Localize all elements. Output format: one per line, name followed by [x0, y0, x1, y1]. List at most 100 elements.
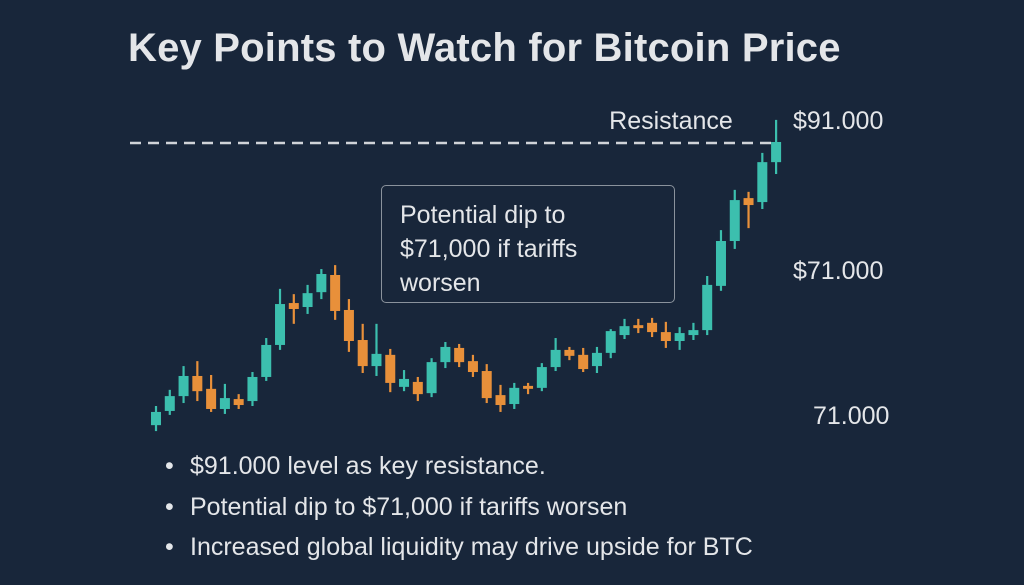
- candle-body: [550, 349, 561, 368]
- candle-body: [385, 354, 396, 383]
- candle-body: [440, 346, 451, 363]
- candle-body: [715, 241, 726, 286]
- candle-up: [536, 363, 547, 392]
- candle-up: [688, 322, 699, 341]
- candle-up: [757, 152, 768, 209]
- candle-down: [633, 318, 644, 334]
- candle-body: [275, 304, 286, 345]
- candle-up: [316, 269, 327, 300]
- candle-up: [605, 329, 616, 359]
- candle-down: [660, 321, 671, 348]
- resistance-label: Resistance: [609, 107, 733, 135]
- candle-down: [467, 354, 478, 377]
- candle-body: [206, 388, 217, 409]
- candle-up: [440, 341, 451, 369]
- candle-down: [288, 294, 299, 324]
- candle-body: [771, 142, 782, 163]
- candle-body: [288, 303, 299, 309]
- candle-body: [151, 411, 161, 426]
- candle-body: [523, 385, 534, 389]
- candle-down: [206, 374, 217, 412]
- candle-body: [688, 330, 699, 336]
- candle-body: [729, 200, 740, 242]
- candle-up: [771, 119, 782, 175]
- candle-body: [343, 309, 354, 341]
- candle-body: [426, 362, 437, 394]
- candle-up: [399, 370, 410, 392]
- candle-body: [316, 274, 327, 293]
- candle-body: [481, 371, 492, 399]
- candle-body: [330, 275, 341, 311]
- candle-up: [729, 189, 740, 249]
- candle-body: [399, 378, 410, 387]
- candle-body: [302, 293, 313, 308]
- candle-up: [219, 383, 230, 414]
- candle-body: [633, 325, 644, 329]
- candle-down: [330, 265, 341, 320]
- candle-body: [591, 352, 602, 367]
- candle-up: [591, 346, 602, 374]
- candle-body: [495, 395, 506, 406]
- candle-body: [164, 396, 175, 411]
- candle-body: [454, 347, 465, 363]
- candle-body: [578, 354, 589, 370]
- candle-up: [509, 382, 520, 409]
- candle-down: [495, 384, 506, 412]
- candle-body: [564, 349, 575, 356]
- candle-body: [219, 398, 230, 409]
- candle-down: [578, 347, 589, 373]
- candle-down: [647, 317, 658, 338]
- candle-down: [523, 382, 534, 395]
- candle-up: [550, 338, 561, 372]
- candle-body: [743, 198, 754, 206]
- candle-up: [674, 327, 685, 350]
- candle-up: [619, 318, 630, 340]
- chart-title: Key Points to Watch for Bitcoin Price: [128, 26, 841, 70]
- candle-body: [178, 375, 189, 397]
- y-tick-label: $91.000: [793, 107, 883, 135]
- candle-body: [412, 381, 423, 395]
- candle-down: [233, 394, 244, 409]
- candle-body: [536, 367, 547, 388]
- candle-down: [481, 364, 492, 404]
- candle-up: [715, 230, 726, 291]
- bullet-item: Increased global liquidity may drive ups…: [165, 527, 753, 568]
- candle-body: [509, 387, 520, 405]
- candle-down: [454, 343, 465, 368]
- candle-down: [343, 299, 354, 352]
- candle-up: [164, 389, 175, 415]
- candle-up: [702, 275, 713, 336]
- candle-down: [192, 361, 203, 402]
- candle-body: [757, 162, 768, 203]
- candle-down: [743, 191, 754, 229]
- candle-up: [247, 372, 258, 407]
- bullet-list: $91.000 level as key resistance. Potenti…: [165, 446, 753, 568]
- y-tick-label: $71.000: [793, 257, 883, 285]
- candle-up: [371, 323, 382, 376]
- candle-body: [233, 399, 244, 406]
- candle-body: [660, 332, 671, 341]
- candle-body: [605, 331, 616, 353]
- candle-body: [619, 326, 630, 336]
- candle-up: [178, 366, 189, 404]
- candle-body: [357, 340, 368, 367]
- candle-body: [702, 284, 713, 331]
- candle-body: [261, 344, 272, 377]
- candle-up: [261, 338, 272, 381]
- candle-body: [647, 322, 658, 333]
- candle-body: [467, 361, 478, 373]
- candle-body: [674, 333, 685, 341]
- candle-body: [371, 353, 382, 367]
- y-tick-label: 71.000: [813, 402, 889, 430]
- candle-body: [247, 376, 258, 402]
- candle-up: [151, 406, 161, 432]
- candle-body: [192, 375, 203, 392]
- bullet-item: Potential dip to $71,000 if tariffs wors…: [165, 487, 753, 528]
- candle-down: [564, 346, 575, 361]
- candle-up: [426, 358, 437, 398]
- bullet-item: $91.000 level as key resistance.: [165, 446, 753, 487]
- candle-down: [385, 348, 396, 393]
- candle-up: [302, 284, 313, 314]
- candle-down: [357, 323, 368, 374]
